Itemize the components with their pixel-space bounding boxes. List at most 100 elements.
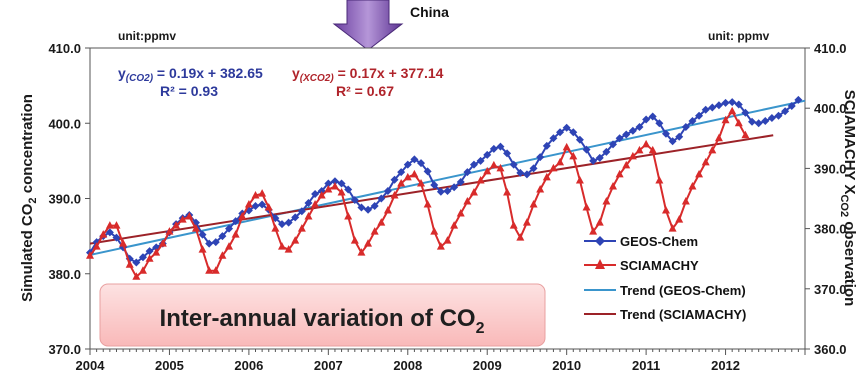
pointer-arrow-icon bbox=[332, 0, 404, 51]
point-sciamachy bbox=[609, 181, 618, 190]
point-geos-chem bbox=[648, 112, 657, 121]
point-sciamachy bbox=[423, 200, 432, 208]
point-sciamachy bbox=[456, 209, 465, 217]
legend-entry-geos-chem: GEOS-Chem bbox=[620, 234, 698, 249]
point-sciamachy bbox=[383, 206, 392, 214]
trend-line-sciamachy bbox=[89, 134, 774, 245]
point-geos-chem bbox=[145, 247, 154, 256]
point-sciamachy bbox=[158, 239, 167, 247]
point-sciamachy bbox=[258, 189, 267, 197]
right-tick-label: 380.0 bbox=[814, 222, 847, 237]
point-sciamachy bbox=[330, 181, 339, 190]
point-geos-chem bbox=[423, 167, 432, 176]
banner: Inter-annual variation of CO2 bbox=[99, 283, 546, 347]
point-geos-chem bbox=[311, 189, 320, 198]
point-sciamachy bbox=[569, 151, 578, 160]
point-geos-chem bbox=[536, 153, 545, 162]
left-tick-label: 410.0 bbox=[48, 41, 81, 56]
point-geos-chem bbox=[701, 105, 710, 114]
point-sciamachy bbox=[417, 178, 426, 187]
equation-1-rhs: = 0.19x + 382.65 bbox=[153, 65, 263, 81]
point-sciamachy bbox=[377, 218, 386, 226]
point-sciamachy bbox=[463, 197, 472, 205]
point-sciamachy bbox=[390, 190, 399, 199]
point-sciamachy bbox=[675, 215, 684, 223]
point-geos-chem bbox=[767, 113, 776, 122]
point-geos-chem bbox=[205, 239, 214, 248]
point-sciamachy bbox=[132, 272, 141, 280]
point-sciamachy bbox=[311, 200, 320, 208]
point-geos-chem bbox=[708, 103, 717, 112]
x-tick-label: 2012 bbox=[711, 358, 740, 373]
point-sciamachy bbox=[92, 242, 101, 250]
point-geos-chem bbox=[357, 203, 366, 212]
point-sciamachy bbox=[244, 200, 253, 208]
point-sciamachy bbox=[708, 145, 717, 154]
svg-text:y(XCO2) = 0.17x + 377.14: y(XCO2) = 0.17x + 377.14 bbox=[292, 65, 444, 84]
point-geos-chem bbox=[112, 233, 121, 242]
point-sciamachy bbox=[542, 172, 551, 181]
point-sciamachy bbox=[410, 169, 419, 178]
legend-diamond-marker bbox=[595, 236, 605, 246]
point-sciamachy bbox=[516, 233, 525, 241]
point-sciamachy bbox=[562, 142, 571, 151]
point-geos-chem bbox=[476, 156, 485, 165]
point-sciamachy bbox=[450, 221, 459, 229]
point-sciamachy bbox=[218, 251, 227, 259]
point-geos-chem bbox=[602, 147, 611, 156]
point-geos-chem bbox=[225, 224, 234, 233]
point-sciamachy bbox=[681, 197, 690, 205]
point-sciamachy bbox=[443, 236, 452, 244]
point-geos-chem bbox=[569, 128, 578, 137]
point-sciamachy bbox=[205, 266, 214, 274]
point-geos-chem bbox=[397, 168, 406, 177]
point-sciamachy bbox=[165, 227, 174, 235]
point-sciamachy bbox=[403, 172, 412, 181]
point-geos-chem bbox=[430, 180, 439, 189]
x-tick-label: 2010 bbox=[552, 358, 581, 373]
point-sciamachy bbox=[668, 224, 677, 232]
point-sciamachy bbox=[119, 239, 128, 247]
point-sciamachy bbox=[430, 227, 439, 235]
x-tick-label: 2009 bbox=[473, 358, 502, 373]
point-sciamachy bbox=[695, 169, 704, 178]
point-sciamachy bbox=[714, 133, 723, 142]
point-geos-chem bbox=[787, 101, 796, 110]
point-geos-chem bbox=[364, 205, 373, 214]
point-geos-chem bbox=[469, 160, 478, 169]
legend-triangle-marker bbox=[595, 259, 605, 269]
left-tick-label: 400.0 bbox=[48, 116, 81, 131]
point-sciamachy bbox=[364, 239, 373, 247]
region-label: China bbox=[410, 4, 449, 20]
point-sciamachy bbox=[397, 178, 406, 187]
point-geos-chem bbox=[794, 95, 803, 104]
point-sciamachy bbox=[628, 151, 637, 160]
point-sciamachy bbox=[496, 163, 505, 172]
point-geos-chem bbox=[509, 160, 518, 169]
point-sciamachy bbox=[271, 224, 280, 232]
left-unit-label: unit:ppmv bbox=[118, 29, 176, 43]
right-tick-label: 390.0 bbox=[814, 161, 847, 176]
point-geos-chem bbox=[661, 129, 670, 138]
point-sciamachy bbox=[721, 115, 730, 124]
point-sciamachy bbox=[529, 200, 538, 208]
point-sciamachy bbox=[741, 130, 750, 139]
point-geos-chem bbox=[522, 170, 531, 179]
point-sciamachy bbox=[99, 230, 108, 238]
point-sciamachy bbox=[138, 266, 147, 274]
point-geos-chem bbox=[575, 135, 584, 144]
point-sciamachy bbox=[178, 215, 187, 223]
point-sciamachy bbox=[211, 266, 220, 274]
point-geos-chem bbox=[562, 123, 571, 132]
point-geos-chem bbox=[655, 119, 664, 128]
point-sciamachy bbox=[304, 212, 313, 220]
x-tick-label: 2007 bbox=[314, 358, 343, 373]
point-sciamachy bbox=[469, 187, 478, 196]
equation-sciamachy: y(XCO2) = 0.17x + 377.14 R² = 0.67 bbox=[292, 65, 444, 99]
point-sciamachy bbox=[436, 242, 445, 250]
point-geos-chem bbox=[496, 142, 505, 151]
point-geos-chem bbox=[503, 149, 512, 158]
point-sciamachy bbox=[317, 190, 326, 199]
x-tick-label: 2008 bbox=[393, 358, 422, 373]
legend-entry-trend-geos-chem: Trend (GEOS-Chem) bbox=[620, 283, 746, 298]
